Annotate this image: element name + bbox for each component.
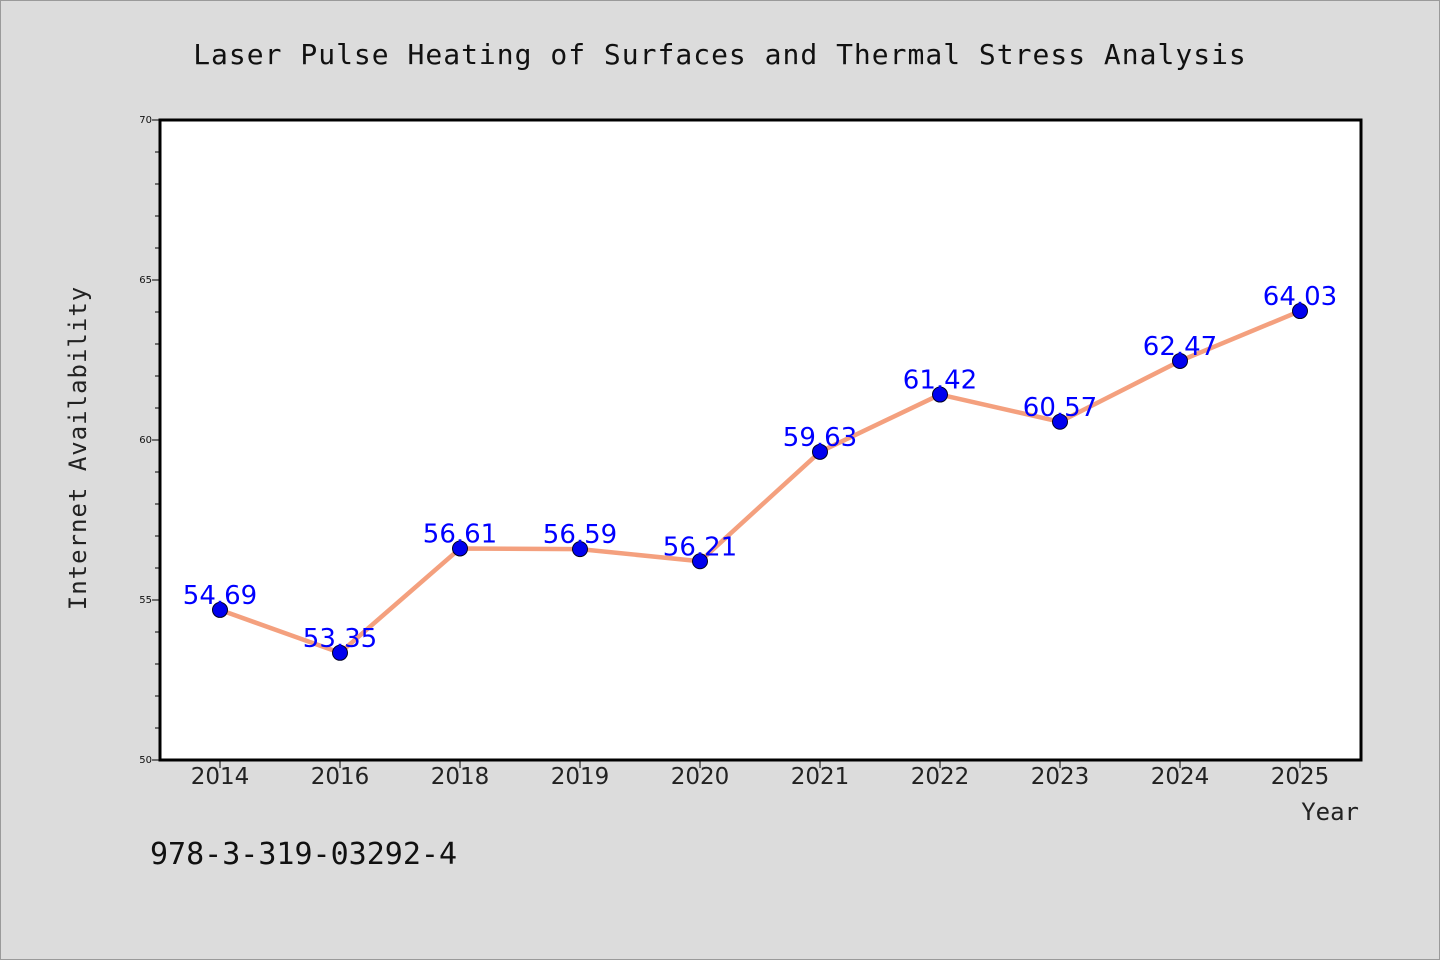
- y-tick-label: 55: [139, 595, 152, 606]
- data-label: 56.21: [663, 532, 737, 562]
- series-line: [217, 308, 1303, 656]
- chart-title: Laser Pulse Heating of Surfaces and Ther…: [193, 38, 1247, 71]
- data-label: 60.57: [1023, 393, 1097, 423]
- x-axis-ticks: 2014 2016 2018 2019 2020 2021 2022 2023 2024 2025: [191, 760, 1330, 790]
- x-tick-label: 2023: [1031, 764, 1090, 790]
- data-point: [332, 644, 348, 661]
- data-label: 62.47: [1143, 332, 1217, 362]
- plot-area: [158, 118, 1363, 762]
- data-point: [1292, 303, 1308, 320]
- x-tick-label: 2020: [671, 764, 730, 790]
- data-point: [1052, 413, 1068, 430]
- data-point: [932, 386, 948, 403]
- data-label: 59.63: [783, 423, 857, 453]
- x-tick-label: 2022: [911, 764, 970, 790]
- data-point: [1172, 352, 1188, 369]
- x-tick-label: 2016: [311, 764, 370, 790]
- data-label: 64.03: [1263, 282, 1337, 312]
- y-axis-ticks: 50 55 60 65 70: [139, 115, 160, 766]
- x-tick-label: 2025: [1271, 764, 1330, 790]
- y-axis-label: Internet Availability: [64, 286, 92, 610]
- data-label: 56.59: [543, 520, 617, 550]
- data-point: [812, 443, 828, 460]
- data-point: [692, 553, 708, 570]
- data-label: 53.35: [303, 624, 377, 654]
- data-point: [212, 601, 228, 618]
- y-tick-label: 50: [139, 755, 152, 766]
- x-tick-label: 2024: [1151, 764, 1210, 790]
- series-markers: [212, 303, 1308, 661]
- y-tick-label: 65: [139, 275, 152, 286]
- x-axis-label: Year: [1301, 798, 1359, 826]
- isbn-text: 978-3-319-03292-4: [150, 837, 457, 872]
- data-point: [452, 540, 468, 557]
- x-tick-label: 2014: [191, 764, 250, 790]
- y-tick-label: 70: [139, 115, 152, 126]
- x-tick-label: 2021: [791, 764, 850, 790]
- data-label: 54.69: [183, 581, 257, 611]
- data-labels: 54.69 53.35 56.61 56.59 56.21 59.63 61.42 60.57…: [183, 282, 1337, 654]
- x-tick-label: 2019: [551, 764, 610, 790]
- x-tick-label: 2018: [431, 764, 490, 790]
- data-label: 56.61: [423, 519, 497, 549]
- data-point: [572, 541, 588, 558]
- data-label: 61.42: [903, 366, 977, 396]
- y-tick-label: 60: [139, 435, 152, 446]
